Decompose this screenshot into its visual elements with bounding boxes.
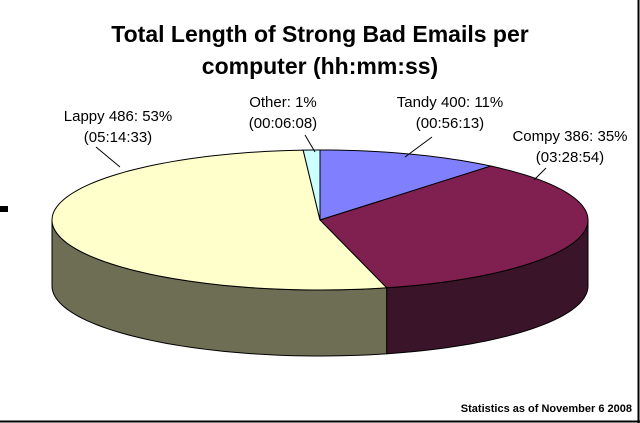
chart-title: computer (hh:mm:ss) [202,53,438,79]
footnote: Statistics as of November 6 2008 [461,403,632,415]
pie [51,149,589,357]
value-label: 1% [295,94,317,111]
data-label: Tandy 400: 11% [397,94,503,111]
data-label: Lappy 486: 53% [64,108,172,125]
leader-line [95,146,121,168]
value-label: 53% [142,108,172,125]
data-label: Compy 386: 35% [512,128,627,145]
slice [319,165,589,289]
category-label: Compy 386: [512,128,593,145]
edge-mark [0,206,8,212]
data-label: Other: 1% [249,94,317,111]
category-label: Lappy 486: [64,108,138,125]
time-label: (03:28:54) [536,149,604,166]
slice [302,149,321,221]
time-label: (00:56:13) [416,115,484,132]
category-label: Tandy 400: [397,94,470,111]
slice [51,149,388,291]
value-label: 35% [598,128,628,145]
time-label: (00:06:08) [249,115,317,132]
leader-line [533,167,547,181]
leader-line [304,134,316,153]
time-label: (05:14:33) [84,129,152,146]
leader-line [404,136,433,158]
category-label: Other: [249,94,291,111]
chart-title: Total Length of Strong Bad Emails per [111,21,528,47]
slice [319,149,493,221]
value-label: 11% [474,94,503,111]
